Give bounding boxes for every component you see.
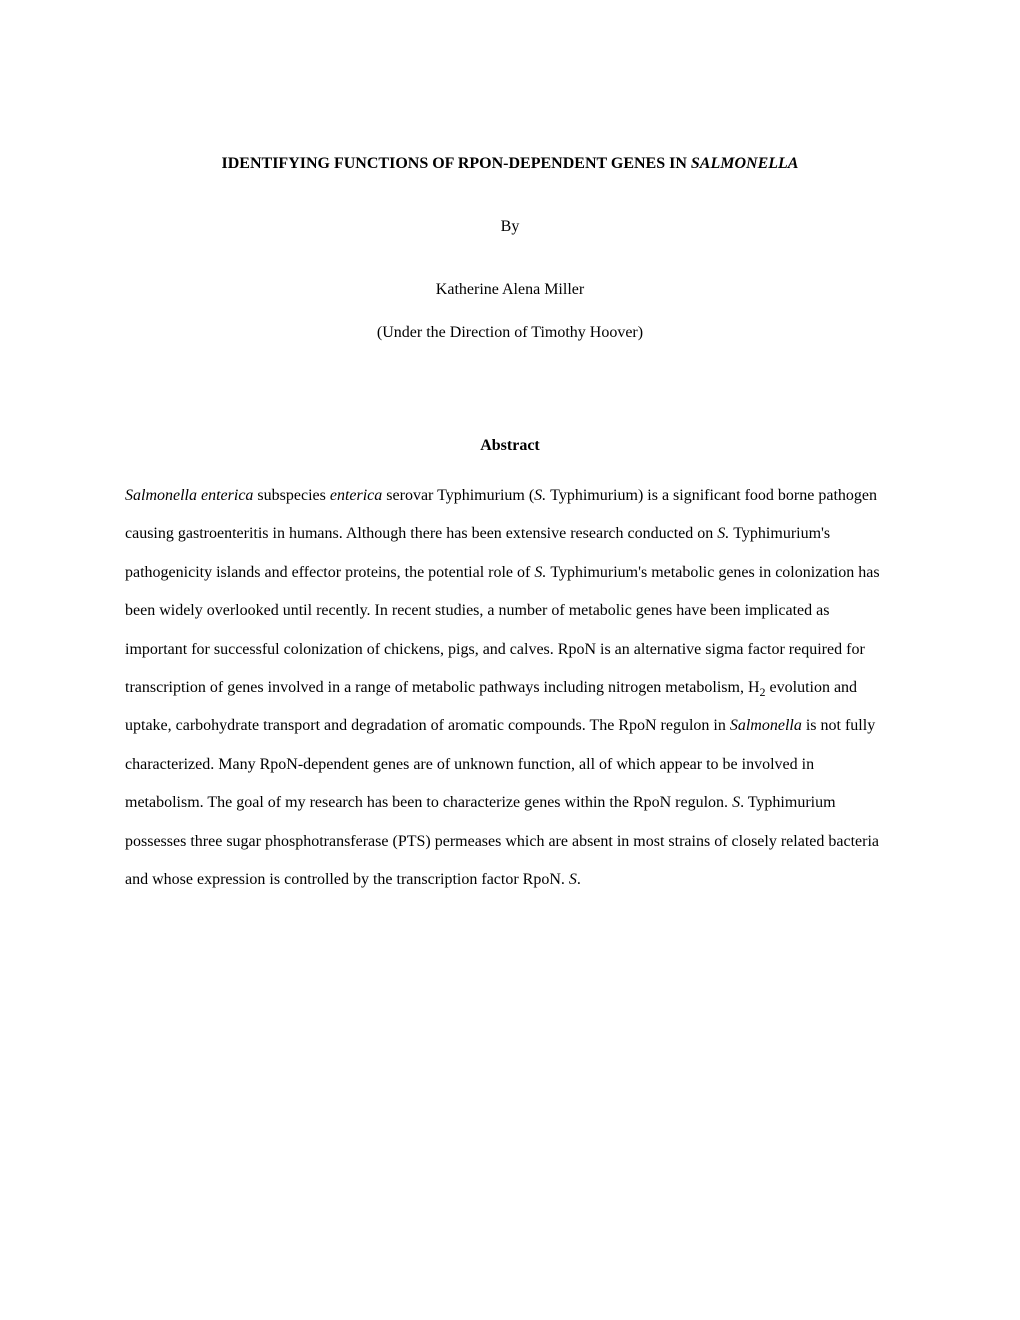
text-italic-8: S [569, 871, 577, 888]
abstract-body: Salmonella enterica subspecies enterica … [125, 477, 895, 899]
text-seg-2: serovar Typhimurium ( [382, 487, 534, 504]
author-name: Katherine Alena Miller [125, 281, 895, 299]
by-label: By [125, 218, 895, 236]
document-title: IDENTIFYING FUNCTIONS OF RPON-DEPENDENT … [125, 155, 895, 173]
text-seg-5: Typhimurium's metabolic genes in coloniz… [125, 564, 880, 696]
text-italic-3: S. [534, 487, 550, 504]
title-italic: SALMONELLA [691, 155, 799, 172]
direction-line: (Under the Direction of Timothy Hoover) [125, 324, 895, 342]
document-page: IDENTIFYING FUNCTIONS OF RPON-DEPENDENT … [0, 0, 1020, 899]
text-italic-6: Salmonella [730, 717, 802, 734]
text-italic-2: enterica [330, 487, 382, 504]
text-italic-7: S [732, 794, 740, 811]
abstract-heading: Abstract [125, 437, 895, 455]
text-italic-5: S. [534, 564, 550, 581]
text-seg-9: . [577, 871, 581, 888]
text-italic-1: Salmonella enterica [125, 487, 253, 504]
title-text: IDENTIFYING FUNCTIONS OF RPON-DEPENDENT … [222, 155, 691, 172]
text-seg-1: subspecies [253, 487, 329, 504]
text-italic-4: S. [717, 525, 733, 542]
